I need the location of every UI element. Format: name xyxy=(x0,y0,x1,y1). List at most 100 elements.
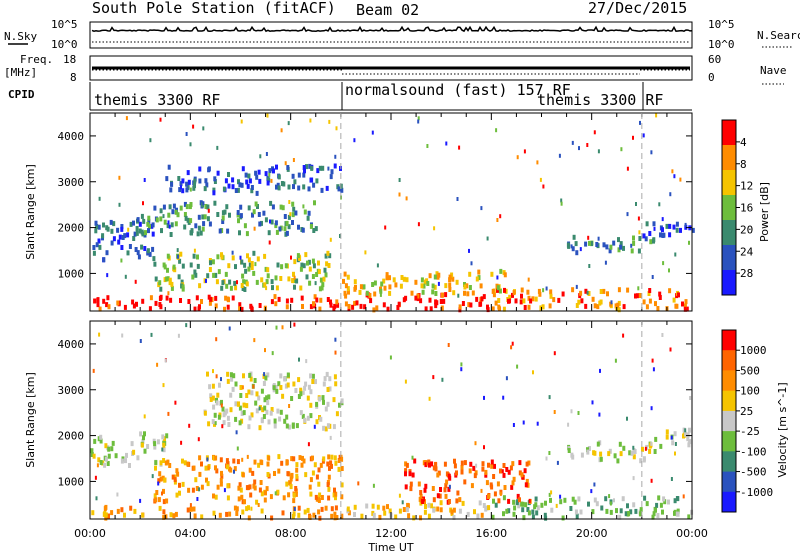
range-cell xyxy=(671,440,675,446)
ytick-label: 2000 xyxy=(58,222,85,235)
range-cell xyxy=(444,292,448,298)
range-cell xyxy=(243,287,247,292)
range-cell xyxy=(572,234,576,240)
range-cell xyxy=(404,461,408,467)
scatter-cell xyxy=(162,383,165,388)
range-cell xyxy=(92,453,96,459)
range-cell xyxy=(527,460,531,466)
range-cell xyxy=(258,425,262,431)
range-cell xyxy=(635,293,639,299)
range-cell xyxy=(116,227,120,233)
range-cell xyxy=(308,163,312,169)
range-cell xyxy=(184,215,188,221)
colorbar-swatch xyxy=(722,120,736,146)
range-cell xyxy=(465,283,469,289)
range-cell xyxy=(302,184,306,190)
range-cell xyxy=(617,237,620,243)
range-cell xyxy=(169,297,173,303)
range-cell xyxy=(311,379,315,384)
range-cell xyxy=(549,497,552,503)
range-cell xyxy=(179,298,182,303)
range-cell xyxy=(267,394,271,400)
range-cell xyxy=(180,279,184,285)
range-cell xyxy=(460,469,464,475)
range-cell xyxy=(503,287,506,293)
colorbar-swatch xyxy=(722,390,736,412)
range-cell xyxy=(305,274,309,280)
range-cell xyxy=(274,223,278,229)
scatter-cell xyxy=(202,201,205,206)
range-cell xyxy=(584,303,588,309)
scatter-cell xyxy=(474,441,477,446)
range-cell xyxy=(333,303,337,309)
range-cell xyxy=(441,292,444,298)
range-cell xyxy=(159,286,163,292)
range-cell xyxy=(334,460,338,466)
range-cell xyxy=(324,426,328,432)
range-cell xyxy=(282,495,286,501)
range-cell xyxy=(279,276,283,281)
range-cell xyxy=(436,472,440,478)
range-cell xyxy=(129,221,133,227)
range-cell xyxy=(388,290,392,296)
range-cell xyxy=(226,415,230,421)
range-cell xyxy=(212,404,216,410)
scatter-cell xyxy=(405,196,408,201)
range-cell xyxy=(133,231,137,237)
range-cell xyxy=(439,487,442,492)
range-cell xyxy=(673,431,677,437)
range-cell xyxy=(491,288,495,294)
range-cell xyxy=(561,291,565,297)
nsky-tick-bottom: 10^0 xyxy=(51,38,78,51)
scatter-cell xyxy=(588,264,591,268)
range-cell xyxy=(207,421,211,427)
range-cell xyxy=(521,507,525,513)
scatter-cell xyxy=(268,172,271,177)
scatter-cell xyxy=(550,490,553,495)
range-cell xyxy=(518,460,522,466)
range-cell xyxy=(639,507,643,513)
range-cell xyxy=(312,182,316,188)
range-cell xyxy=(434,299,438,305)
range-cell xyxy=(493,491,497,497)
range-cell xyxy=(436,506,440,512)
range-cell xyxy=(326,250,330,256)
range-cell xyxy=(151,222,155,228)
scatter-cell xyxy=(235,430,238,435)
range-cell xyxy=(104,515,108,521)
range-cell xyxy=(617,247,621,253)
range-cell xyxy=(376,504,380,510)
range-cell xyxy=(216,392,220,398)
range-cell xyxy=(502,495,506,501)
range-cell xyxy=(595,501,599,507)
range-cell xyxy=(414,279,418,285)
range-cell xyxy=(448,475,452,481)
range-cell xyxy=(299,391,303,397)
scatter-cell xyxy=(401,500,404,505)
range-cell xyxy=(181,481,185,487)
range-cell xyxy=(534,296,538,302)
range-cell xyxy=(365,503,369,509)
range-cell xyxy=(487,494,490,499)
range-cell xyxy=(324,505,328,511)
range-cell xyxy=(120,224,124,229)
range-cell xyxy=(160,228,163,234)
range-cell xyxy=(315,178,319,184)
range-cell xyxy=(332,492,336,498)
scatter-cell xyxy=(637,216,640,221)
range-cell xyxy=(104,443,108,449)
range-cell xyxy=(316,168,320,174)
range-cell xyxy=(452,515,456,520)
nsky-tick-top: 10^5 xyxy=(51,18,78,31)
scatter-cell xyxy=(650,406,653,411)
range-cell xyxy=(289,484,293,490)
range-cell xyxy=(499,468,502,474)
range-cell xyxy=(306,260,309,266)
range-cell xyxy=(234,285,238,291)
range-cell xyxy=(198,178,202,184)
range-cell xyxy=(194,272,198,278)
range-cell xyxy=(242,373,245,379)
range-cell xyxy=(158,471,162,477)
range-cell xyxy=(98,306,102,312)
